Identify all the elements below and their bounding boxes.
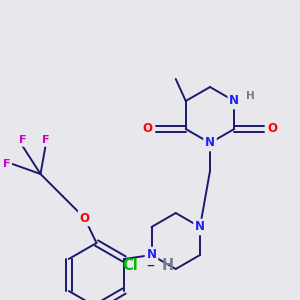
Text: O: O — [143, 122, 153, 136]
Text: N: N — [229, 94, 239, 107]
Text: F: F — [42, 135, 49, 145]
Text: N: N — [146, 248, 157, 262]
Text: O: O — [267, 122, 277, 136]
Text: N: N — [205, 136, 215, 149]
Text: O: O — [80, 212, 89, 224]
Text: –: – — [146, 257, 154, 272]
Text: N: N — [195, 220, 205, 233]
Text: F: F — [3, 159, 10, 169]
Text: Cl: Cl — [122, 257, 138, 272]
Text: F: F — [19, 135, 26, 145]
Text: H: H — [162, 257, 174, 272]
Text: H: H — [246, 91, 255, 101]
